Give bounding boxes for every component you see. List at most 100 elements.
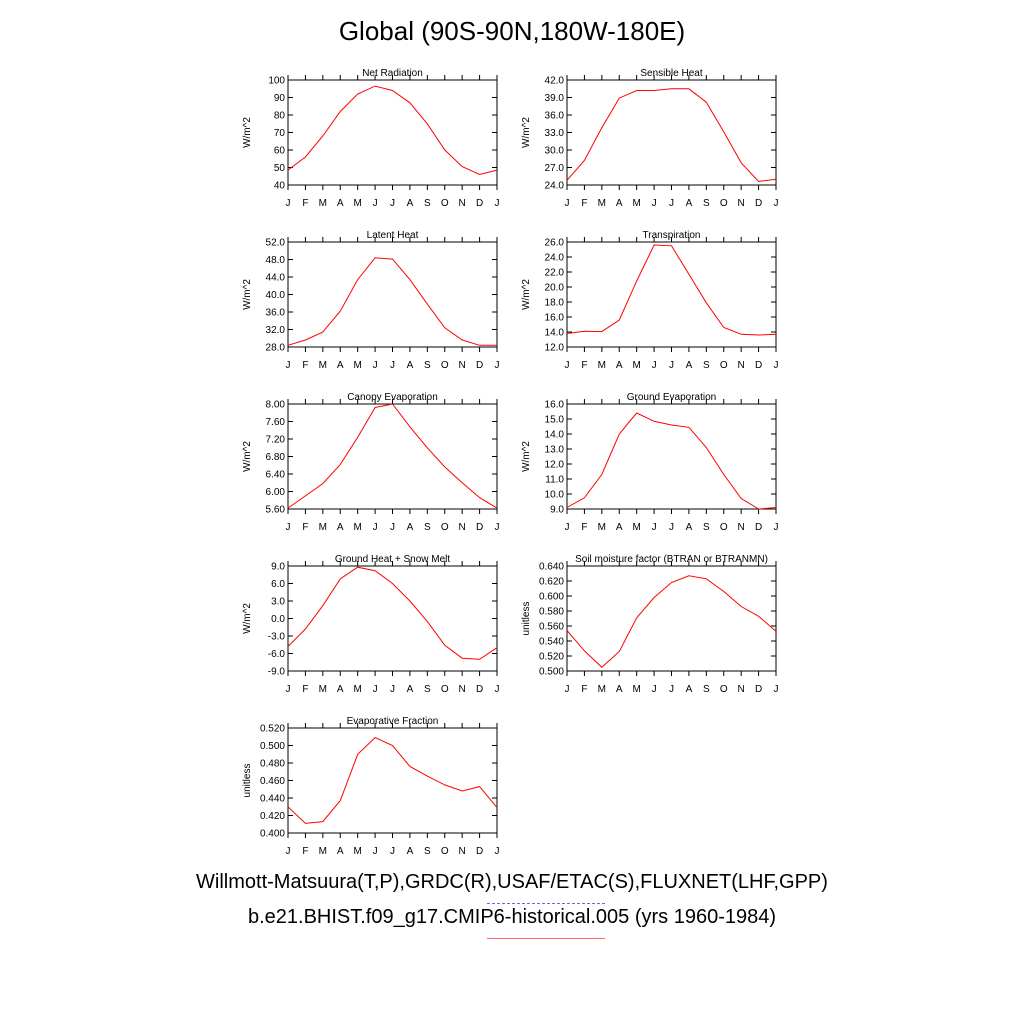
y-tick-label: 6.00 (266, 487, 286, 498)
x-tick-label: J (565, 198, 570, 209)
x-tick-label: D (476, 198, 483, 209)
y-tick-label: 13.0 (545, 445, 565, 456)
series-line (287, 85, 498, 176)
x-tick-label: N (459, 360, 466, 371)
x-tick-label: S (703, 684, 710, 695)
x-tick-label: S (424, 522, 431, 533)
y-axis-label: W/m^2 (521, 117, 532, 148)
chart-title: Net Radiation (362, 68, 423, 79)
x-tick-label: J (286, 522, 291, 533)
x-tick-label: J (669, 198, 674, 209)
x-tick-label: S (424, 684, 431, 695)
x-tick-label: J (669, 360, 674, 371)
x-tick-label: J (286, 198, 291, 209)
x-tick-label: N (738, 684, 745, 695)
y-tick-label: 0.540 (539, 637, 564, 648)
x-tick-label: J (390, 846, 395, 857)
plot-frame (566, 79, 777, 186)
x-tick-label: A (407, 198, 414, 209)
x-tick-label: J (286, 846, 291, 857)
x-tick-label: J (495, 846, 500, 857)
chart-title: Sensible Heat (640, 68, 702, 79)
x-tick-label: J (652, 684, 657, 695)
chart-panel: Canopy Evaporation W/m^2 5.60 6.00 6.40 6.80 7… (242, 392, 500, 533)
y-tick-label: 6.80 (266, 452, 286, 463)
y-tick-label: 16.0 (545, 313, 565, 324)
series-line (287, 403, 498, 509)
y-tick-label: 33.0 (545, 128, 565, 139)
x-tick-label: J (652, 198, 657, 209)
x-tick-label: A (686, 684, 693, 695)
y-tick-label: 0.500 (260, 741, 285, 752)
x-tick-label: M (353, 198, 361, 209)
y-tick-label: -6.0 (268, 649, 286, 660)
x-tick-label: J (495, 684, 500, 695)
legend-observations-line (487, 903, 605, 904)
y-tick-label: 39.0 (545, 93, 565, 104)
chart-title: Canopy Evaporation (347, 392, 438, 403)
y-tick-label: 6.40 (266, 470, 286, 481)
x-tick-label: F (581, 684, 587, 695)
chart-title: Ground Heat + Snow Melt (335, 554, 451, 565)
x-tick-label: S (424, 198, 431, 209)
x-tick-label: A (686, 522, 693, 533)
y-tick-label: 9.0 (550, 505, 564, 516)
chart-panel: Evaporative Fraction unitless 0.400 0.420 0.… (242, 716, 500, 857)
x-tick-label: J (373, 846, 378, 857)
y-tick-label: 40 (274, 181, 286, 192)
y-axis-label: W/m^2 (521, 279, 532, 310)
y-tick-label: -9.0 (268, 667, 286, 678)
series-line (566, 88, 777, 183)
chart-title: Evaporative Fraction (347, 716, 439, 727)
y-axis-label: W/m^2 (242, 441, 253, 472)
plot-frame (287, 727, 498, 834)
legend-model-label: b.e21.BHIST.f09_g17.CMIP6-historical.005… (247, 906, 777, 928)
chart-title: Ground Evaporation (627, 392, 717, 403)
x-tick-label: J (390, 522, 395, 533)
y-axis-label: W/m^2 (521, 441, 532, 472)
x-tick-label: J (774, 522, 779, 533)
y-tick-label: 90 (274, 93, 286, 104)
x-tick-label: S (703, 360, 710, 371)
y-tick-label: 22.0 (545, 268, 565, 279)
legend-observations-label: Willmott-Matsuura(T,P),GRDC(R),USAF/ETAC… (196, 871, 828, 893)
x-tick-label: J (390, 360, 395, 371)
y-tick-label: 0.0 (271, 614, 285, 625)
y-axis-label: unitless (521, 602, 532, 636)
x-tick-label: S (703, 522, 710, 533)
x-tick-label: O (720, 522, 728, 533)
y-tick-label: 16.0 (545, 400, 565, 411)
series-line (566, 244, 777, 336)
y-tick-label: 0.640 (539, 562, 564, 573)
x-tick-label: J (652, 360, 657, 371)
x-tick-label: A (407, 684, 414, 695)
x-tick-label: D (476, 522, 483, 533)
x-tick-label: S (424, 360, 431, 371)
page-title: Global (90S-90N,180W-180E) (338, 16, 686, 46)
y-tick-label: 24.0 (545, 253, 565, 264)
y-tick-label: 0.500 (539, 667, 564, 678)
x-tick-label: A (686, 198, 693, 209)
series-line (566, 575, 777, 668)
y-tick-label: 18.0 (545, 298, 565, 309)
y-tick-label: 100 (268, 76, 285, 87)
x-tick-label: J (373, 360, 378, 371)
x-tick-label: F (581, 360, 587, 371)
x-tick-label: J (390, 684, 395, 695)
x-tick-label: A (686, 360, 693, 371)
x-tick-label: F (581, 522, 587, 533)
y-tick-label: 3.0 (271, 597, 285, 608)
y-tick-label: 0.580 (539, 607, 564, 618)
x-tick-label: A (337, 522, 344, 533)
x-tick-label: J (774, 198, 779, 209)
plot-frame (287, 241, 498, 348)
x-tick-label: F (302, 360, 308, 371)
x-tick-label: M (598, 198, 606, 209)
x-tick-label: M (598, 360, 606, 371)
x-tick-label: O (720, 360, 728, 371)
x-tick-label: A (407, 360, 414, 371)
x-tick-label: F (581, 198, 587, 209)
x-tick-label: M (598, 522, 606, 533)
y-axis-label: W/m^2 (242, 279, 253, 310)
